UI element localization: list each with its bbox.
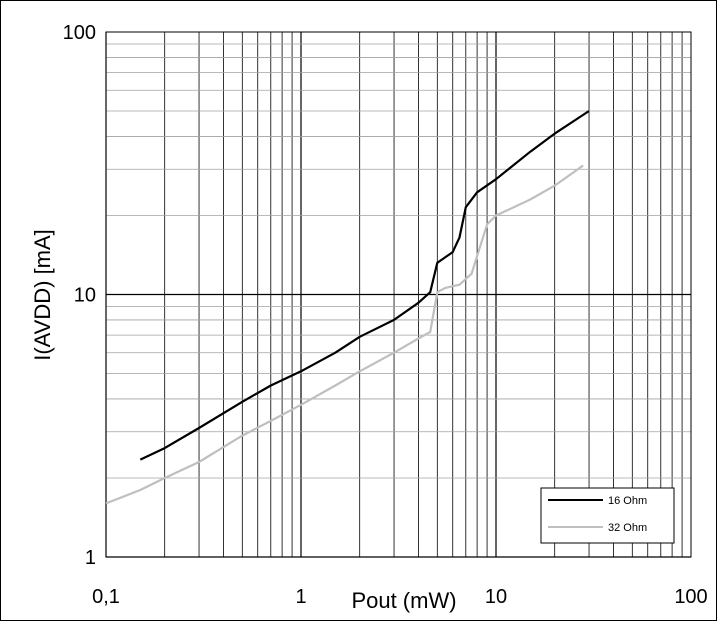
y-axis-tick-labels: 1 10 100 (63, 22, 96, 569)
y-tick-label: 1 (85, 547, 96, 569)
x-axis-tick-labels: 0,1 1 10 100 (92, 586, 708, 608)
legend-label-16-ohm: 16 Ohm (608, 495, 647, 507)
legend-box (540, 487, 675, 544)
series-layer (105, 110, 590, 505)
y-axis-label: I(AVDD) [mA] (30, 229, 55, 361)
series-line-32-ohm (105, 164, 584, 505)
x-tick-label: 10 (485, 586, 507, 608)
x-tick-label: 1 (295, 586, 306, 608)
plot-area-border (105, 31, 692, 558)
grid (105, 32, 691, 558)
legend-label-32-ohm: 32 Ohm (608, 522, 647, 534)
x-tick-label: 0,1 (92, 586, 120, 608)
series-line-16-ohm (139, 110, 590, 461)
legend: 16 Ohm 32 Ohm (540, 487, 675, 544)
y-tick-label: 10 (74, 285, 96, 307)
y-tick-label: 100 (63, 22, 96, 44)
x-axis-label: Pout (mW) (351, 588, 456, 613)
x-tick-label: 100 (674, 586, 707, 608)
